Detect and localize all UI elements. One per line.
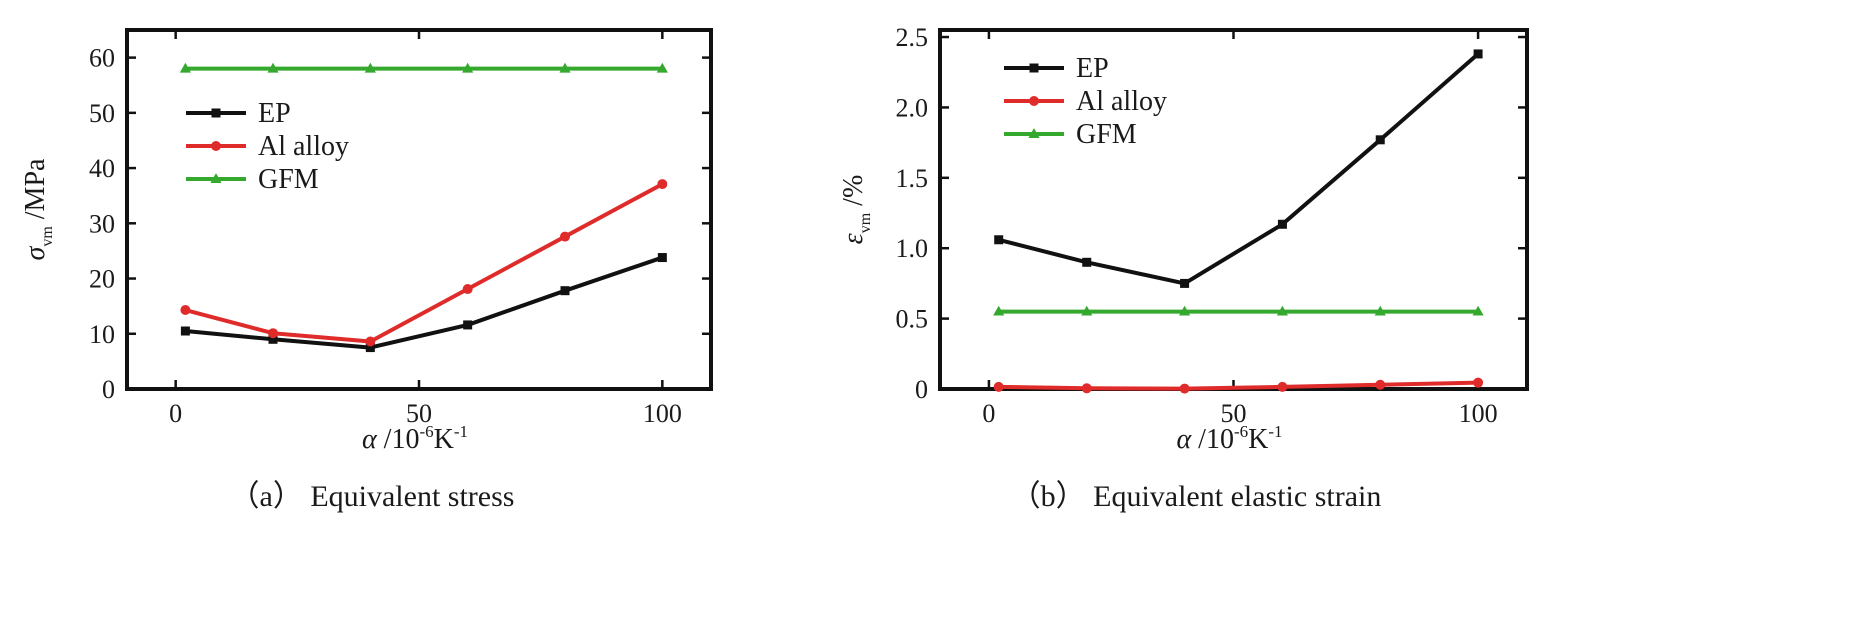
data-point-ep (560, 286, 570, 296)
series-line-al-alloy (184, 182, 664, 344)
legend-label: Al alloy (258, 131, 349, 162)
data-point-al-alloy (1375, 379, 1386, 390)
data-point-ep (268, 334, 278, 344)
data-point-al-alloy (1179, 383, 1190, 394)
data-point-gfm (993, 305, 1005, 316)
chart-caption: （b） Equivalent elastic strain (1011, 480, 1382, 513)
data-point-gfm (462, 62, 474, 73)
legend-label: GFM (258, 164, 319, 195)
data-point-al-alloy (1277, 381, 1288, 392)
data-point-gfm (1179, 305, 1191, 316)
y-tick-label: 2.5 (896, 23, 929, 52)
data-point-gfm (179, 62, 191, 73)
data-point-al-alloy (1473, 377, 1484, 388)
y-tick-label: 50 (89, 99, 115, 128)
data-point-ep (365, 343, 375, 353)
data-point-al-alloy (268, 328, 278, 339)
data-point-gfm (559, 62, 571, 73)
legend-marker (210, 173, 222, 183)
series-line-ep (998, 52, 1480, 286)
series-line-al-alloy (998, 380, 1479, 391)
x-tick-label: 50 (406, 399, 432, 428)
y-tick-label: 20 (89, 265, 115, 294)
data-point-ep (1375, 135, 1385, 145)
data-point-al-alloy (657, 179, 668, 190)
data-point-gfm (1276, 305, 1288, 316)
data-point-ep (1473, 49, 1483, 59)
data-point-al-alloy (462, 284, 473, 295)
data-point-gfm (364, 62, 376, 73)
legend-label: EP (1076, 53, 1109, 84)
data-point-gfm (267, 62, 279, 73)
legend-label: Al alloy (1076, 86, 1167, 117)
legend-label: GFM (1076, 119, 1137, 150)
legend-marker (211, 141, 221, 151)
data-point-ep (1082, 257, 1092, 267)
legend-marker (1028, 128, 1040, 138)
y-tick-label: 1.0 (896, 234, 929, 263)
x-axis-label: α /10-6K-1 (1176, 422, 1282, 455)
x-tick-label: 0 (982, 399, 995, 428)
data-point-al-alloy (993, 381, 1004, 392)
y-tick-label: 2.0 (896, 93, 929, 122)
data-point-ep (657, 253, 667, 263)
data-point-gfm (1081, 305, 1093, 316)
x-tick-label: 100 (643, 399, 682, 428)
data-point-ep (180, 326, 190, 336)
y-axis-label: εvm /% (838, 175, 874, 245)
y-tick-label: 0.5 (896, 305, 929, 334)
data-point-ep (463, 320, 473, 330)
legend-marker (1029, 96, 1039, 106)
data-point-ep (994, 235, 1004, 245)
data-point-al-alloy (1081, 383, 1092, 394)
data-point-ep (1180, 278, 1190, 288)
y-tick-label: 30 (89, 209, 115, 238)
x-tick-label: 100 (1459, 399, 1498, 428)
legend-label: EP (258, 98, 291, 129)
y-tick-label: 0 (915, 375, 928, 404)
x-tick-label: 0 (169, 399, 182, 428)
data-point-ep (1277, 219, 1287, 229)
y-tick-label: 0 (102, 375, 115, 404)
series-line-ep (185, 255, 663, 350)
x-axis-label: α /10-6K-1 (362, 422, 468, 455)
data-point-al-alloy (560, 231, 570, 242)
x-tick-label: 50 (1221, 399, 1247, 428)
data-point-gfm (656, 62, 668, 73)
legend-marker (211, 108, 221, 118)
legend-marker (1029, 63, 1039, 73)
data-point-al-alloy (365, 336, 376, 347)
chart-caption: （a） Equivalent stress (230, 480, 515, 513)
y-tick-label: 1.5 (896, 164, 929, 193)
data-point-gfm (1374, 305, 1386, 316)
y-tick-label: 40 (89, 154, 115, 183)
y-axis-label: σvm /MPa (20, 158, 56, 261)
y-tick-label: 60 (89, 44, 115, 73)
data-point-gfm (1472, 305, 1484, 316)
plot-frame (938, 28, 1529, 391)
data-point-al-alloy (180, 305, 191, 316)
y-tick-label: 10 (89, 320, 115, 349)
